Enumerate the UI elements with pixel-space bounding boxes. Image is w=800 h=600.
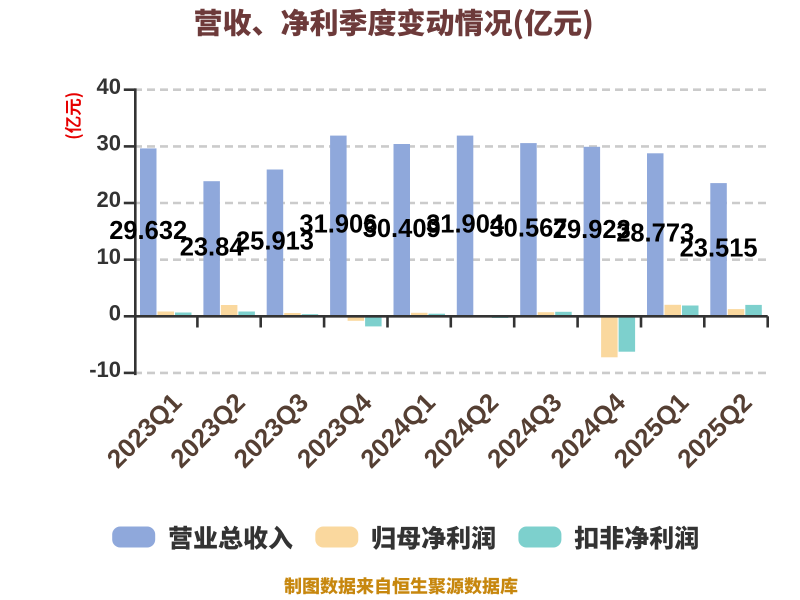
- svg-text:23.84: 23.84: [180, 233, 245, 261]
- svg-text:28.773: 28.773: [616, 219, 694, 247]
- svg-text:23.515: 23.515: [680, 234, 758, 262]
- svg-text:-10: -10: [89, 357, 121, 382]
- svg-text:40: 40: [97, 74, 121, 99]
- svg-text:25.913: 25.913: [236, 228, 314, 256]
- svg-text:10: 10: [97, 244, 121, 269]
- svg-text:0: 0: [109, 301, 121, 326]
- svg-text:29.923: 29.923: [553, 216, 631, 244]
- svg-text:30.567: 30.567: [490, 214, 568, 242]
- svg-text:30.409: 30.409: [363, 215, 441, 243]
- svg-text:29.632: 29.632: [109, 217, 187, 245]
- svg-text:30: 30: [97, 131, 121, 156]
- svg-text:31.904: 31.904: [426, 211, 505, 239]
- svg-text:31.906: 31.906: [299, 211, 377, 239]
- svg-text:20: 20: [97, 187, 121, 212]
